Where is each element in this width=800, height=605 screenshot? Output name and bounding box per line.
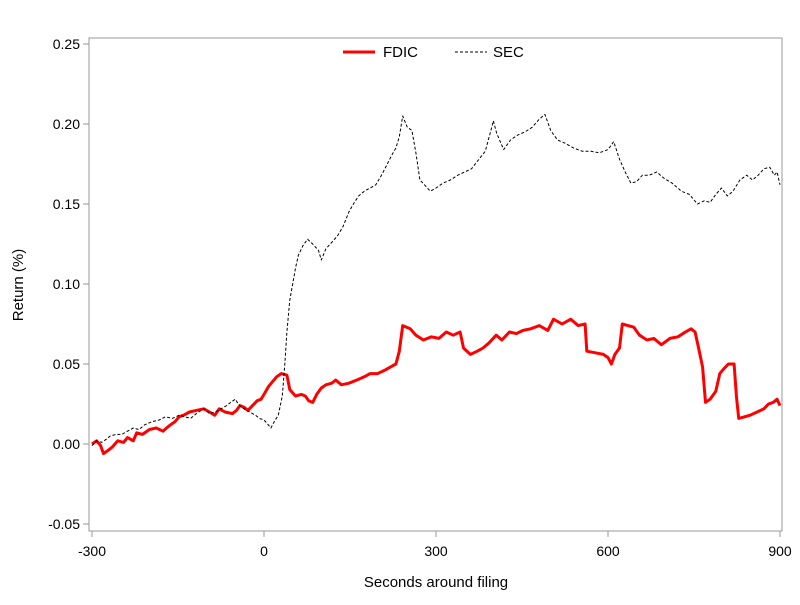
series-layer <box>91 113 782 456</box>
legend-label-sec: SEC <box>493 44 524 61</box>
y-tick-label: 0.25 <box>53 36 80 52</box>
y-tick-label: 0.00 <box>53 436 80 452</box>
series-line-sec <box>91 113 781 446</box>
legend-label-fdic: FDIC <box>383 44 418 61</box>
y-tick-label: 0.10 <box>53 276 80 292</box>
y-axis-label: Return (%) <box>10 249 27 322</box>
series-line-fdic <box>91 317 782 456</box>
x-axis-ticks: -300 0 300 600 900 <box>78 531 792 559</box>
y-axis-ticks: -0.05 0.00 0.05 0.10 0.15 0.20 0.25 <box>48 36 89 532</box>
x-tick-label: -300 <box>78 543 106 559</box>
x-tick-label: 0 <box>260 543 268 559</box>
legend: FDIC SEC <box>343 44 524 61</box>
x-tick-label: 600 <box>596 543 620 559</box>
x-tick-label: 300 <box>424 543 448 559</box>
plot-frame <box>88 37 783 532</box>
y-tick-label: -0.05 <box>48 516 80 532</box>
y-tick-label: 0.15 <box>53 196 80 212</box>
x-tick-label: 900 <box>768 543 792 559</box>
x-axis-label: Seconds around filing <box>364 574 508 591</box>
y-tick-label: 0.05 <box>53 356 80 372</box>
y-tick-label: 0.20 <box>53 116 80 132</box>
